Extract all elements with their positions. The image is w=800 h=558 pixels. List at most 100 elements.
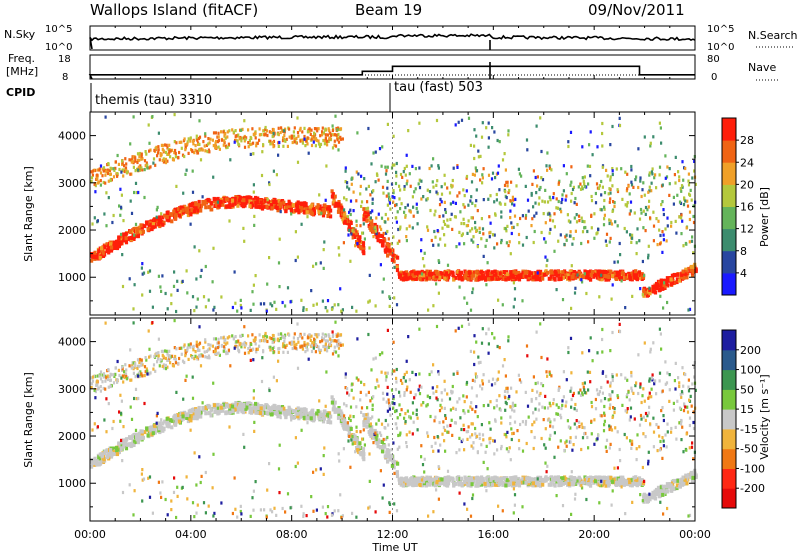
velocity-echo bbox=[359, 451, 362, 455]
power-echo bbox=[212, 247, 214, 250]
velocity-echo bbox=[690, 471, 693, 475]
power-echo bbox=[149, 290, 151, 293]
power-echo bbox=[384, 221, 386, 224]
power-echo bbox=[318, 193, 320, 196]
power-echo bbox=[356, 224, 358, 227]
power-echo bbox=[463, 296, 465, 299]
power-echo bbox=[182, 192, 184, 195]
power-echo bbox=[101, 174, 103, 177]
power-echo bbox=[244, 146, 246, 149]
power-echo bbox=[690, 189, 692, 192]
power-echo bbox=[350, 221, 353, 225]
power-echo bbox=[307, 130, 309, 133]
velocity-echo bbox=[274, 406, 277, 410]
power-echo bbox=[649, 216, 651, 219]
power-echo bbox=[483, 276, 486, 280]
velocity-echo bbox=[554, 484, 557, 488]
power-echo bbox=[290, 212, 292, 215]
power-echo bbox=[384, 166, 386, 169]
power-echo bbox=[583, 226, 585, 229]
velocity-echo bbox=[195, 409, 198, 413]
power-echo bbox=[362, 207, 365, 211]
power-echo bbox=[476, 169, 478, 172]
power-echo bbox=[666, 301, 668, 304]
velocity-echo bbox=[609, 476, 612, 480]
velocity-echo bbox=[402, 477, 405, 481]
power-echo bbox=[619, 253, 621, 256]
power-echo bbox=[609, 178, 611, 181]
velocity-data bbox=[90, 318, 698, 521]
power-echo bbox=[307, 136, 309, 139]
power-echo bbox=[648, 205, 650, 208]
power-echo bbox=[406, 165, 408, 168]
velocity-echo bbox=[442, 420, 444, 423]
power-echo bbox=[279, 202, 282, 206]
power-echo bbox=[271, 206, 274, 210]
power-echo bbox=[94, 190, 96, 193]
power-echo bbox=[370, 216, 372, 219]
power-echo bbox=[200, 158, 202, 161]
power-echo bbox=[141, 153, 143, 156]
velocity-echo bbox=[207, 404, 210, 408]
power-echo bbox=[647, 254, 649, 257]
power-echo bbox=[325, 133, 327, 136]
velocity-echo bbox=[279, 408, 282, 412]
power-echo bbox=[413, 215, 415, 218]
velocity-echo bbox=[460, 477, 463, 481]
power-echo bbox=[312, 304, 314, 307]
power-echo bbox=[228, 143, 230, 146]
velocity-echo bbox=[491, 483, 494, 487]
power-echo bbox=[105, 224, 107, 227]
power-echo bbox=[458, 242, 460, 245]
power-echo bbox=[458, 121, 460, 124]
power-echo bbox=[273, 132, 275, 135]
power-echo bbox=[310, 210, 313, 214]
velocity-echo bbox=[656, 489, 659, 493]
power-echo bbox=[369, 274, 371, 277]
power-echo bbox=[676, 273, 679, 277]
power-echo bbox=[253, 284, 255, 287]
power-echo bbox=[365, 207, 367, 210]
power-echo bbox=[399, 273, 402, 277]
power-echo bbox=[641, 195, 643, 198]
power-echo bbox=[295, 137, 297, 140]
velocity-echo bbox=[174, 423, 177, 427]
velocity-echo bbox=[613, 411, 615, 414]
velocity-echo bbox=[615, 483, 618, 487]
power-echo bbox=[553, 192, 555, 195]
power-echo bbox=[335, 145, 337, 148]
power-echo bbox=[675, 220, 677, 223]
power-echo bbox=[186, 207, 189, 211]
power-echo bbox=[496, 193, 498, 196]
power-echo bbox=[202, 195, 204, 198]
power-echo bbox=[157, 145, 159, 148]
power-echo bbox=[149, 269, 151, 272]
power-echo bbox=[601, 132, 603, 135]
power-echo bbox=[555, 271, 558, 275]
power-echo bbox=[490, 222, 492, 225]
power-echo bbox=[495, 272, 498, 276]
velocity-echo bbox=[387, 372, 389, 375]
power-echo bbox=[396, 221, 398, 224]
power-echo bbox=[103, 166, 105, 169]
noise-right-tick-top: 10^5 bbox=[707, 24, 734, 35]
power-echo bbox=[193, 309, 195, 312]
velocity-echo bbox=[166, 417, 169, 421]
power-echo bbox=[644, 135, 646, 138]
velocity-echo bbox=[676, 479, 679, 483]
power-echo bbox=[169, 149, 171, 152]
power-echo bbox=[446, 225, 448, 228]
power-echo bbox=[297, 135, 299, 138]
power-echo bbox=[399, 207, 401, 210]
power-echo bbox=[418, 182, 420, 185]
power-echo bbox=[412, 195, 414, 198]
power-echo bbox=[654, 173, 656, 176]
velocity-echo bbox=[125, 442, 128, 446]
power-echo bbox=[659, 295, 661, 298]
velocity-echo bbox=[469, 405, 471, 408]
power-echo bbox=[634, 269, 637, 273]
power-echo bbox=[395, 182, 397, 185]
power-echo bbox=[107, 162, 109, 165]
velocity-echo bbox=[129, 436, 132, 440]
power-echo bbox=[246, 200, 249, 204]
